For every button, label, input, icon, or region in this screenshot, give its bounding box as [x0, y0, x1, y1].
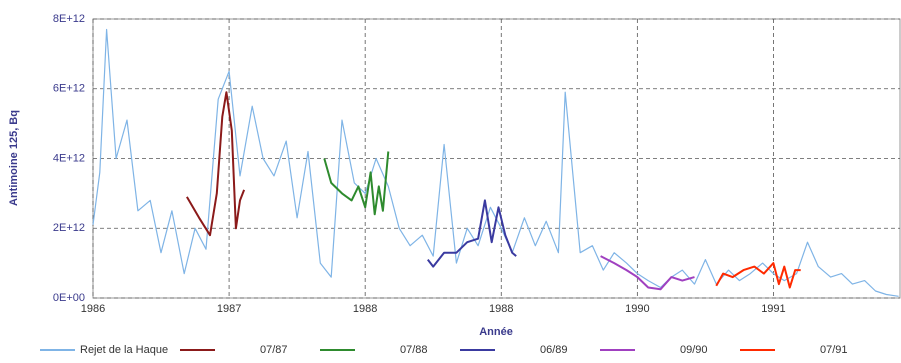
legend-label: 07/91 [820, 344, 848, 356]
series-line [186, 91, 246, 237]
series-line [600, 255, 695, 291]
legend-label: 06/89 [540, 344, 568, 356]
legend-label: Rejet de la Haque [80, 344, 168, 356]
x-tick-label: 1988 [489, 303, 513, 315]
x-tick-label: 1986 [81, 303, 105, 315]
series-line [427, 199, 517, 268]
y-tick-label: 0E+00 [53, 292, 85, 304]
x-axis-label: Année [479, 326, 513, 338]
series-line [92, 28, 899, 297]
y-axis-label: Antimoine 125, Bq [8, 110, 20, 206]
legend-label: 09/90 [680, 344, 708, 356]
y-tick-label: 6E+12 [53, 83, 85, 95]
x-tick-label: 1990 [625, 303, 649, 315]
x-tick-label: 1988 [353, 303, 377, 315]
y-tick-label: 2E+12 [53, 222, 85, 234]
legend-label: 07/88 [400, 344, 428, 356]
legend-label: 07/87 [260, 344, 288, 356]
series-line [715, 262, 801, 289]
y-tick-label: 4E+12 [53, 152, 85, 164]
y-tick-label: 8E+12 [53, 13, 85, 25]
x-tick-label: 1987 [217, 303, 241, 315]
series-line [323, 151, 390, 216]
x-tick-label: 1991 [761, 303, 785, 315]
